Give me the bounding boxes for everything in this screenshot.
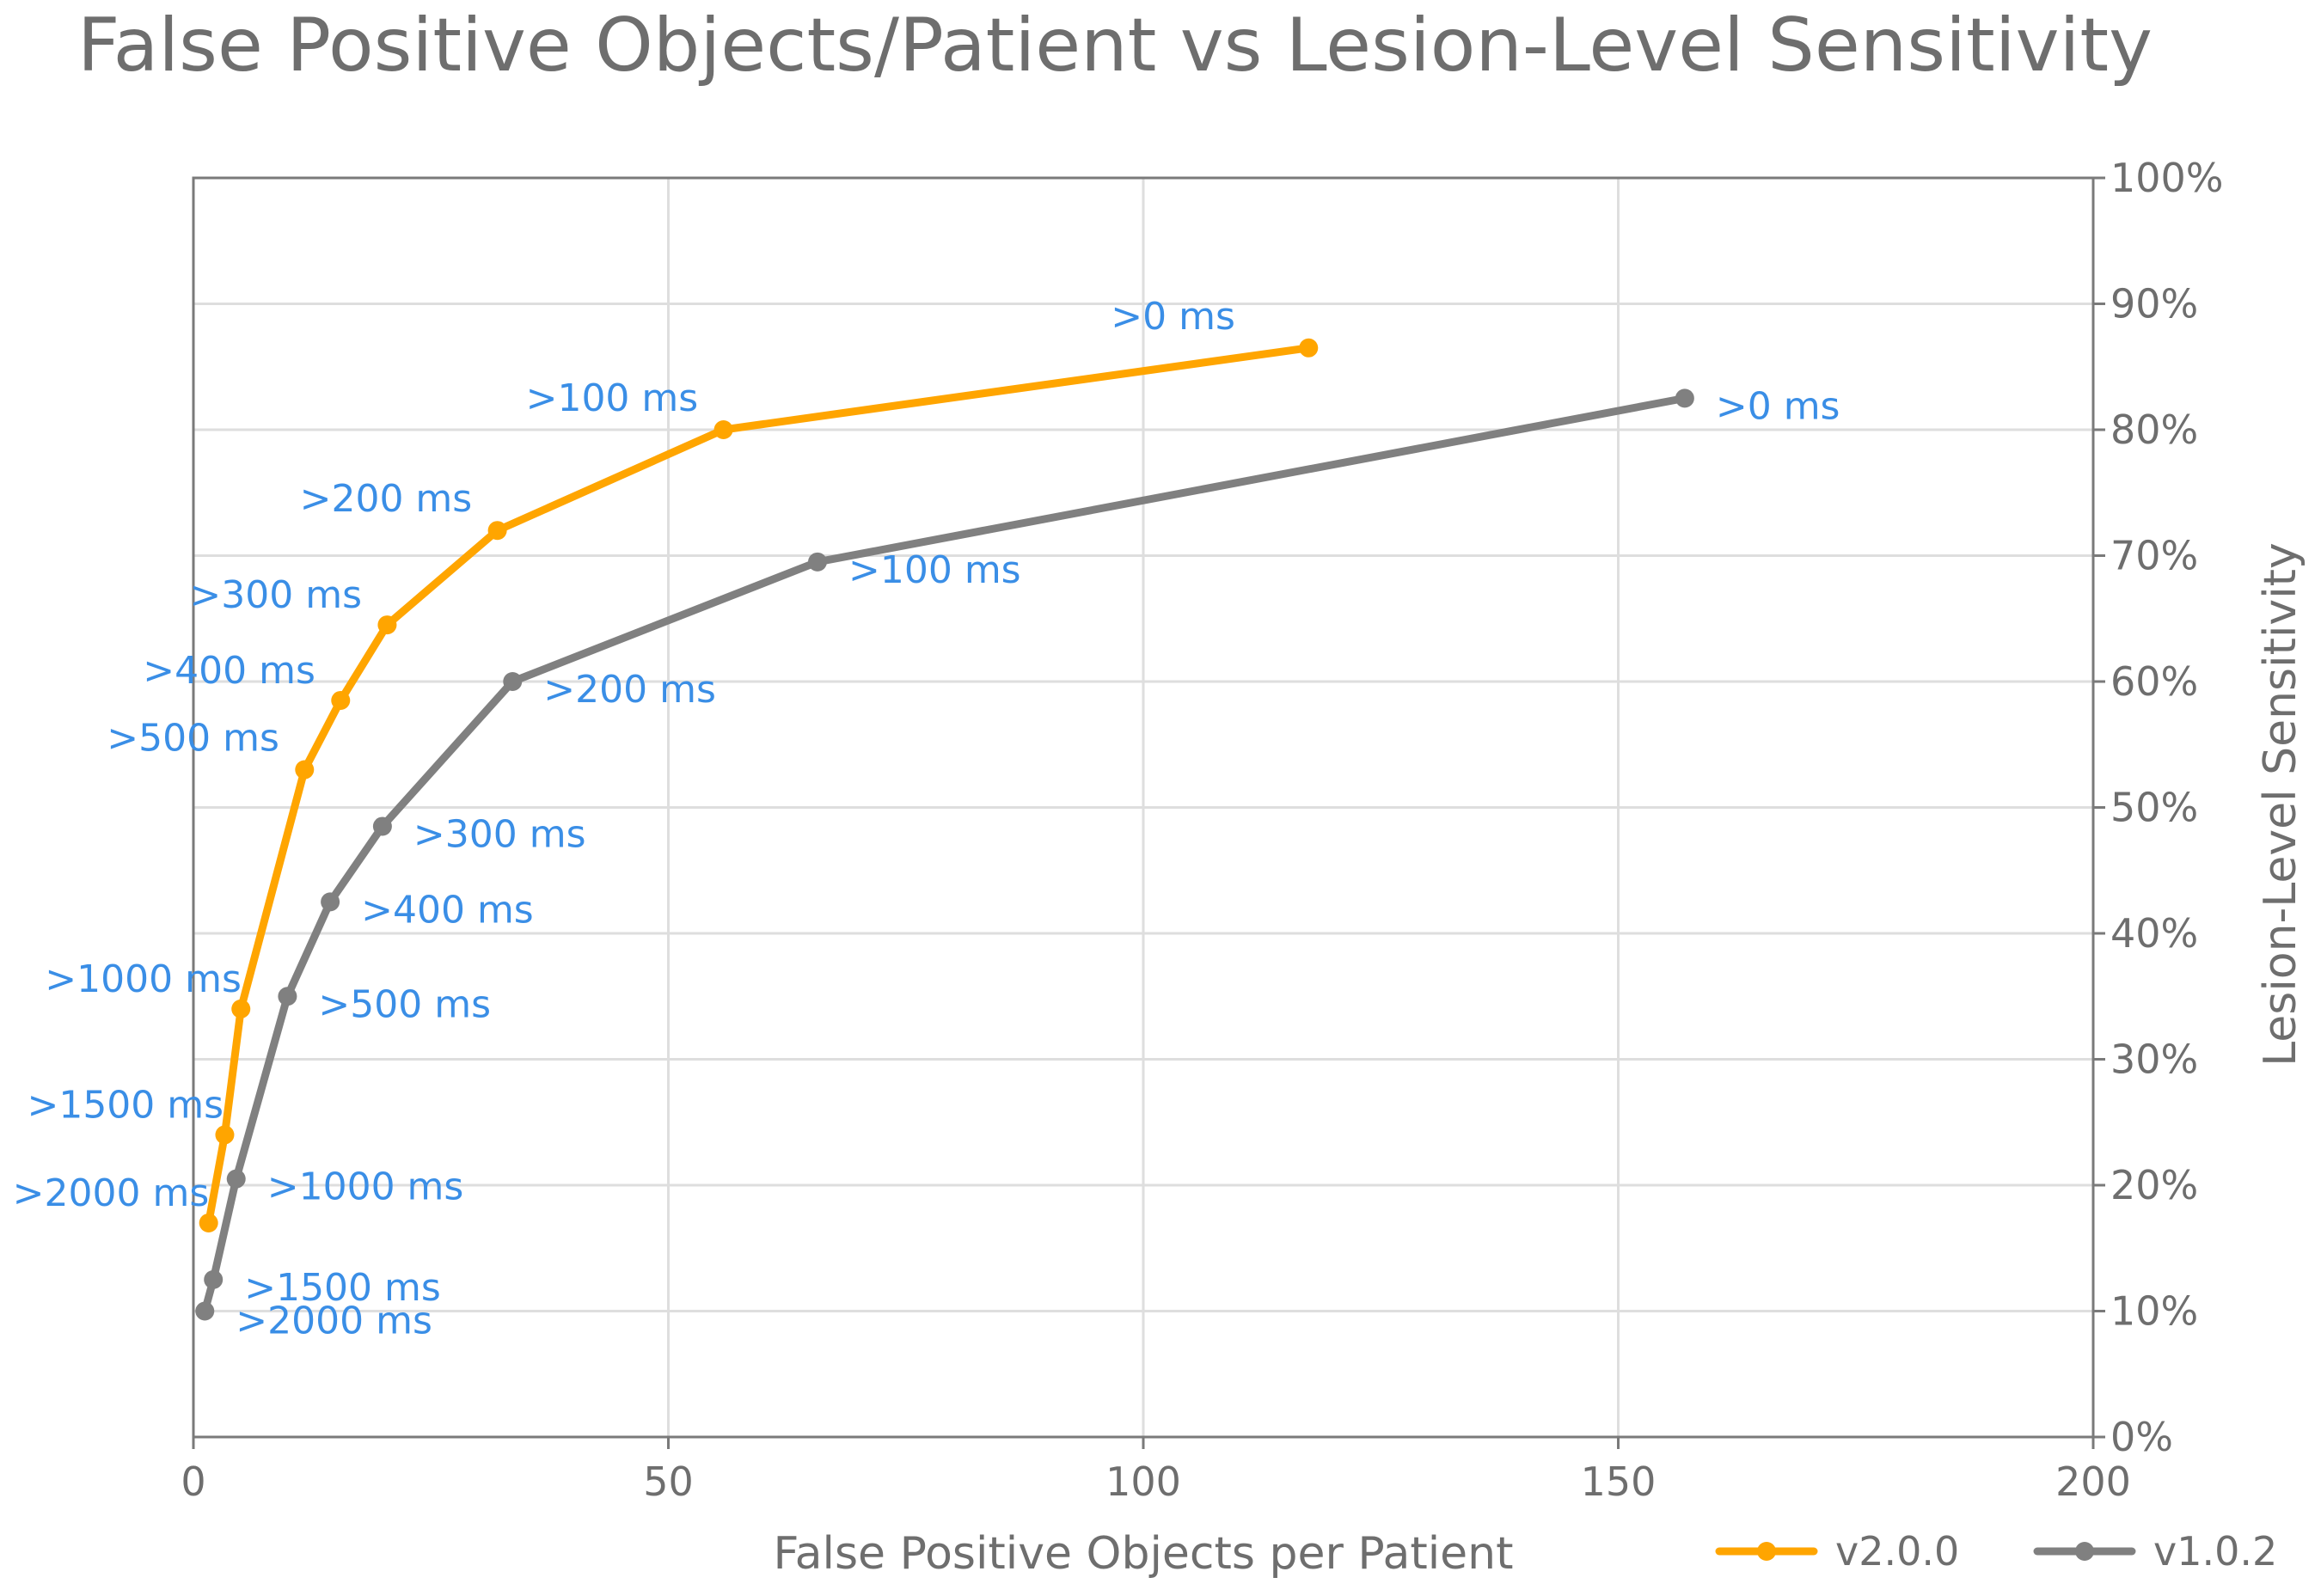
data-label-v2.0.0: >0 ms [1111,295,1235,339]
data-point-v1.0.2 [278,987,297,1006]
y-tick-label: 70% [2110,533,2198,579]
data-label-v2.0.0: >1000 ms [45,957,242,1001]
data-label-v1.0.2: >500 ms [318,982,491,1026]
data-label-v1.0.2: >1000 ms [267,1165,464,1209]
ticks: 0 50 100 150 2000% 10% 20% 30% 40% 50% 60% 70% 80% 90… [181,155,2223,1505]
y-tick-label: 30% [2110,1036,2198,1083]
x-tick-label: 0 [181,1458,205,1505]
data-point-v2.0.0 [377,615,397,635]
y-tick-label: 10% [2110,1288,2198,1335]
data-label-v1.0.2: >0 ms [1716,384,1840,428]
legend-label-v2.0.0: v2.0.0 [1835,1528,1959,1575]
legend-marker-v2.0.0 [1757,1542,1776,1561]
data-label-v1.0.2: >100 ms [848,548,1021,592]
x-tick-label: 50 [643,1458,694,1505]
x-axis-title: False Positive Objects per Patient [774,1528,1514,1580]
data-point-v1.0.2 [204,1269,224,1289]
data-point-v2.0.0 [295,760,315,780]
legend-label-v1.0.2: v1.0.2 [2153,1528,2277,1575]
data-label-v2.0.0: >300 ms [189,573,362,617]
data-point-v1.0.2 [321,892,340,912]
data-label-v1.0.2: >2000 ms [236,1299,432,1343]
grid [192,176,2095,1439]
y-tick-label: 20% [2110,1162,2198,1208]
chart-title: False Positive Objects/Patient vs Lesion… [77,3,2153,89]
data-point-v1.0.2 [1675,388,1694,408]
data-point-v1.0.2 [195,1301,215,1321]
data-label-v1.0.2: >200 ms [543,668,716,712]
y-tick-label: 60% [2110,658,2198,705]
data-label-v2.0.0: >500 ms [107,717,279,761]
data-label-v2.0.0: >2000 ms [13,1171,210,1215]
x-tick-label: 100 [1105,1458,1181,1505]
data-point-v1.0.2 [807,552,827,572]
legend-marker-v1.0.2 [2075,1542,2094,1561]
data-point-v2.0.0 [199,1213,218,1232]
data-label-v2.0.0: >100 ms [526,376,699,420]
data-label-v2.0.0: >1500 ms [27,1083,224,1127]
data-point-v1.0.2 [503,672,523,691]
data-point-v1.0.2 [372,816,392,836]
data-point-v2.0.0 [713,420,733,439]
data-label-v2.0.0: >400 ms [143,649,315,693]
data-point-v2.0.0 [1299,338,1319,358]
data-point-v2.0.0 [231,999,251,1018]
y-tick-label: 80% [2110,407,2198,453]
data-label-v2.0.0: >200 ms [300,477,473,521]
data-label-v1.0.2: >300 ms [413,812,586,856]
label-layer: >2000 ms>1500 ms>1000 ms>500 ms>400 ms>3… [13,295,1840,1343]
data-point-v1.0.2 [226,1169,246,1189]
data-label-v1.0.2: >400 ms [361,888,534,932]
legend: v2.0.0 v1.0.2 [1715,1528,2277,1575]
y-tick-label: 0% [2110,1414,2173,1460]
data-label-v1.0.2: >1500 ms [244,1266,441,1310]
y-tick-label: 50% [2110,785,2198,831]
y-axis-title: Lesion-Level Sensitivity [2255,542,2306,1067]
data-point-v2.0.0 [487,521,507,541]
data-point-v2.0.0 [331,690,351,710]
y-tick-label: 90% [2110,281,2198,327]
x-tick-label: 150 [1581,1458,1657,1505]
series-layer [195,338,1694,1321]
y-tick-label: 100% [2110,155,2224,201]
y-tick-label: 40% [2110,910,2198,957]
data-point-v2.0.0 [215,1125,235,1145]
x-tick-label: 200 [2055,1458,2131,1505]
